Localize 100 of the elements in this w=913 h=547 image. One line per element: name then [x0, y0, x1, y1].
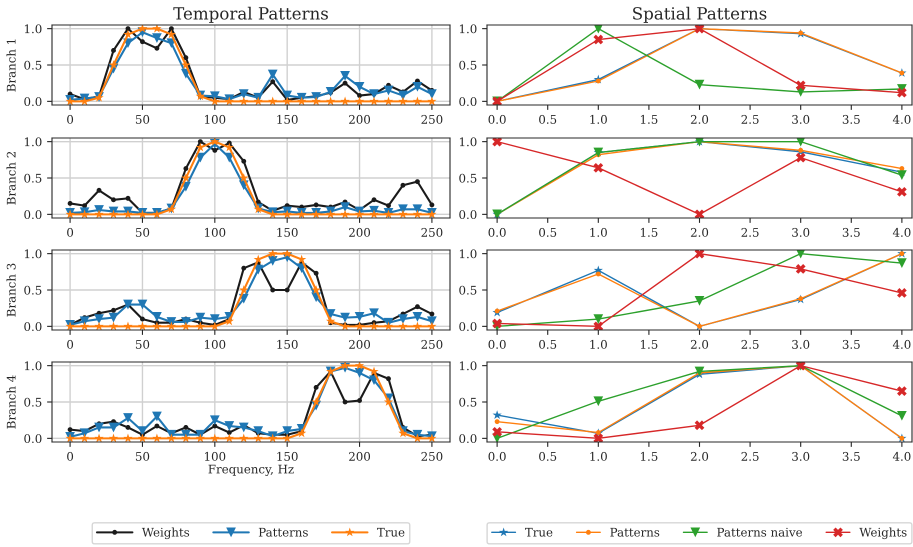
point [166, 434, 176, 442]
point [96, 188, 102, 193]
point [492, 318, 502, 328]
point [593, 322, 604, 330]
x-tick-label: 2.5 [742, 340, 759, 349]
point [354, 312, 364, 322]
point [326, 316, 336, 326]
point [268, 434, 278, 442]
point [152, 33, 162, 43]
point [398, 322, 408, 330]
x-tick-label: 50 [136, 114, 150, 124]
point [268, 256, 278, 266]
point [140, 316, 145, 322]
point [494, 419, 500, 424]
point [354, 362, 364, 370]
point [80, 434, 90, 442]
point [138, 300, 148, 310]
point [108, 422, 118, 432]
y-tick-label: 1.0 [460, 24, 476, 34]
point [694, 80, 704, 90]
point [210, 415, 220, 426]
x-tick-label: 0 [67, 114, 74, 124]
point [492, 410, 502, 420]
point [254, 96, 263, 105]
x-tick-label: 0.0 [488, 340, 506, 349]
point [897, 170, 907, 180]
point [412, 96, 422, 105]
point [427, 434, 437, 442]
x-tick-label: 4.0 [892, 228, 910, 237]
point [68, 427, 73, 432]
point [400, 182, 406, 188]
x-tick-label: 3.0 [792, 228, 810, 237]
point [196, 434, 205, 442]
point [108, 312, 118, 322]
x-tick-label: 2.0 [690, 340, 708, 349]
point [123, 30, 133, 38]
point [354, 96, 364, 105]
point [282, 250, 292, 258]
x-tick-label: 3.5 [842, 114, 860, 124]
x-tick-label: 100 [204, 114, 226, 124]
x-tick-label: 200 [349, 228, 370, 237]
y-tick-label: 0.0 [24, 97, 42, 106]
point [357, 398, 362, 403]
point [210, 314, 220, 324]
y-tick-label: 1.0 [460, 137, 476, 146]
point [212, 424, 218, 428]
point [239, 173, 248, 182]
point [94, 314, 104, 324]
point [152, 312, 162, 322]
x-tick-label: 2.0 [690, 114, 708, 124]
point [694, 296, 704, 306]
point [123, 434, 133, 442]
point [166, 30, 176, 38]
point [268, 96, 278, 105]
point [593, 434, 604, 442]
point [694, 210, 704, 218]
point [897, 288, 907, 298]
x-tick-label: 200 [349, 114, 370, 124]
point [238, 422, 249, 432]
y-axis-title: Branch 4 [6, 375, 16, 429]
point [138, 25, 148, 33]
point [196, 322, 205, 330]
x-tick-label: 3.5 [842, 452, 860, 461]
point [239, 285, 248, 294]
x-tick-label: 150 [277, 452, 298, 461]
x-tick-label: 2.0 [690, 452, 708, 461]
point [314, 202, 319, 208]
point [326, 87, 336, 97]
point [253, 426, 264, 436]
y-axis-title: Branch 1 [6, 39, 16, 92]
point [270, 288, 276, 292]
x-tick-label: 0 [67, 228, 74, 237]
point [492, 426, 502, 437]
point [123, 413, 133, 423]
x-tick-label: 100 [204, 228, 226, 237]
point [108, 210, 118, 218]
x-tick-label: 0.0 [488, 228, 506, 237]
point [138, 322, 148, 330]
point [354, 322, 364, 330]
point [384, 397, 394, 406]
point [111, 48, 116, 53]
point [897, 186, 907, 197]
point [154, 424, 160, 428]
x-tick-label: 3.0 [792, 340, 810, 349]
y-tick-label: 0.5 [24, 286, 42, 295]
legend-label: Weights [142, 528, 190, 540]
point [108, 60, 118, 69]
point [224, 96, 234, 105]
point [241, 266, 246, 271]
point [694, 250, 704, 258]
point [268, 70, 278, 80]
y-axis-title: Branch 3 [6, 264, 16, 317]
point [340, 362, 350, 370]
point [415, 179, 420, 184]
x-tick-label: 1.5 [640, 340, 658, 349]
point [284, 288, 290, 292]
x-tick-label: 0 [67, 452, 74, 461]
x-tick-label: 2.5 [742, 114, 759, 124]
point [152, 25, 162, 33]
point [897, 88, 907, 98]
